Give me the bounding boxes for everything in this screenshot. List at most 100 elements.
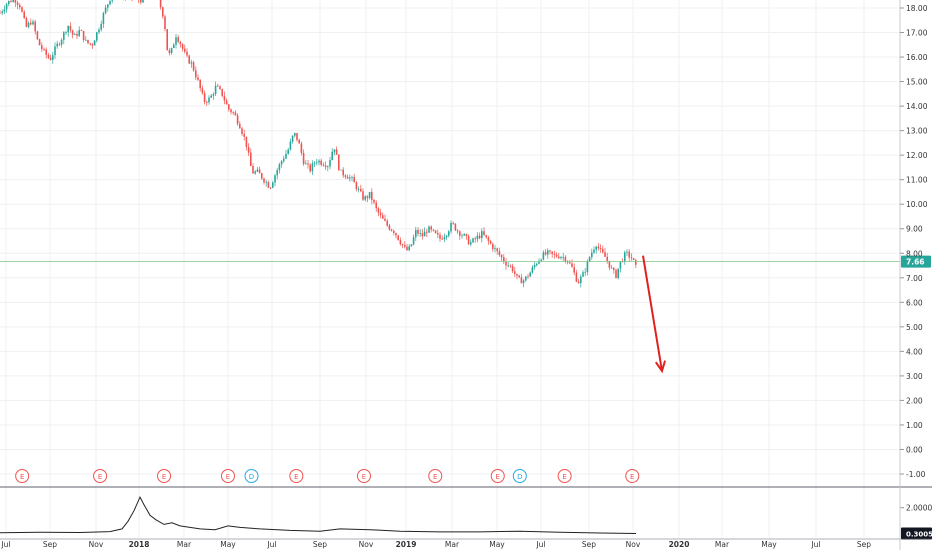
time-tick-label: May [489,540,505,549]
candle-body [430,226,432,230]
candle-body [626,251,628,253]
candle-body [313,162,316,164]
candle-body [285,153,287,159]
candle-body [47,54,50,58]
candle-body [76,34,78,36]
candle-body [239,123,241,129]
candle-body [628,251,630,258]
candle-body [291,135,294,142]
candle-body [214,85,217,94]
indicator-last-label: 0.30050 [906,530,932,538]
candle-body [85,39,87,41]
candle-body [316,162,318,164]
candle-body [463,234,465,236]
candle-body [586,261,589,272]
candle-body [511,265,514,272]
candle-body [544,252,547,255]
candle-body [496,248,498,252]
candle-body [619,261,622,269]
candle-body [80,30,83,31]
candle-body [617,268,619,278]
earnings-marker [625,469,640,483]
candle-body [575,272,578,282]
candle-body [591,252,593,258]
candle-body [252,166,254,174]
candle-body [494,248,496,250]
candle-body [201,88,204,94]
candle-body [254,171,256,174]
last-price-badge [901,255,931,268]
candle-body [412,237,415,245]
candle-body [19,4,21,8]
candle-body [456,230,459,232]
candle-body [140,0,142,3]
candle-body [232,112,234,113]
candle-body [421,233,424,237]
earnings-marker [356,469,371,483]
candle-body [500,254,503,258]
candle-body [60,39,63,45]
candle-body [78,30,80,36]
event-marker-label: D [249,473,254,481]
candle-body [8,0,10,5]
time-tick-label: Nov [626,540,641,549]
candle-body [569,262,571,264]
candles [0,0,637,288]
candle-body [208,97,210,103]
candle-body [65,32,67,34]
candle-body [280,161,283,165]
candle-body [109,0,111,5]
candle-body [296,132,298,140]
time-tick-label: Jul [810,540,820,549]
price-tick-label: 11.00 [906,176,928,185]
last-price-label: 7.66 [906,258,925,267]
candle-body [346,176,349,179]
event-marker-label: E [362,473,366,481]
candle-body [547,250,549,255]
candle-body [364,196,366,200]
candle-body [212,93,215,96]
candle-body [470,242,472,245]
candle-body [107,4,109,8]
candle-body [300,143,303,153]
candle-body [54,46,56,56]
price-tick-label: 9.00 [906,225,923,234]
candle-body [104,7,107,14]
candle-body [25,18,28,27]
candle-body [41,45,43,50]
indicator-last-badge [901,527,932,540]
candle-body [166,29,168,51]
candle-body [595,246,597,250]
candle-body [555,254,558,257]
candle-body [93,40,96,46]
candle-body [89,43,91,45]
candle-body [225,100,228,105]
candle-body [503,257,505,262]
candle-body [52,55,54,60]
price-tick-label: 14.00 [906,102,928,111]
candle-body [311,163,314,172]
candle-body [472,238,474,243]
candle-body [408,246,410,251]
event-marker-label: E [20,473,24,481]
candle-body [386,220,388,226]
candle-body [27,22,30,27]
time-tick-label: May [220,540,236,549]
event-marker-label: E [562,473,566,481]
candle-body [428,226,430,233]
candle-body [56,43,58,47]
earnings-marker [15,469,30,483]
candle-body [351,176,353,178]
event-marker-label: E [294,473,298,481]
grid [0,0,900,538]
candle-body [30,22,32,25]
price-tick-label: -1.00 [906,470,926,479]
candle-body [613,267,615,270]
candle-body [507,265,509,267]
candle-body [478,235,481,239]
candle-body [49,57,52,60]
time-tick-label: Jul [535,540,545,549]
candle-body [63,32,65,40]
